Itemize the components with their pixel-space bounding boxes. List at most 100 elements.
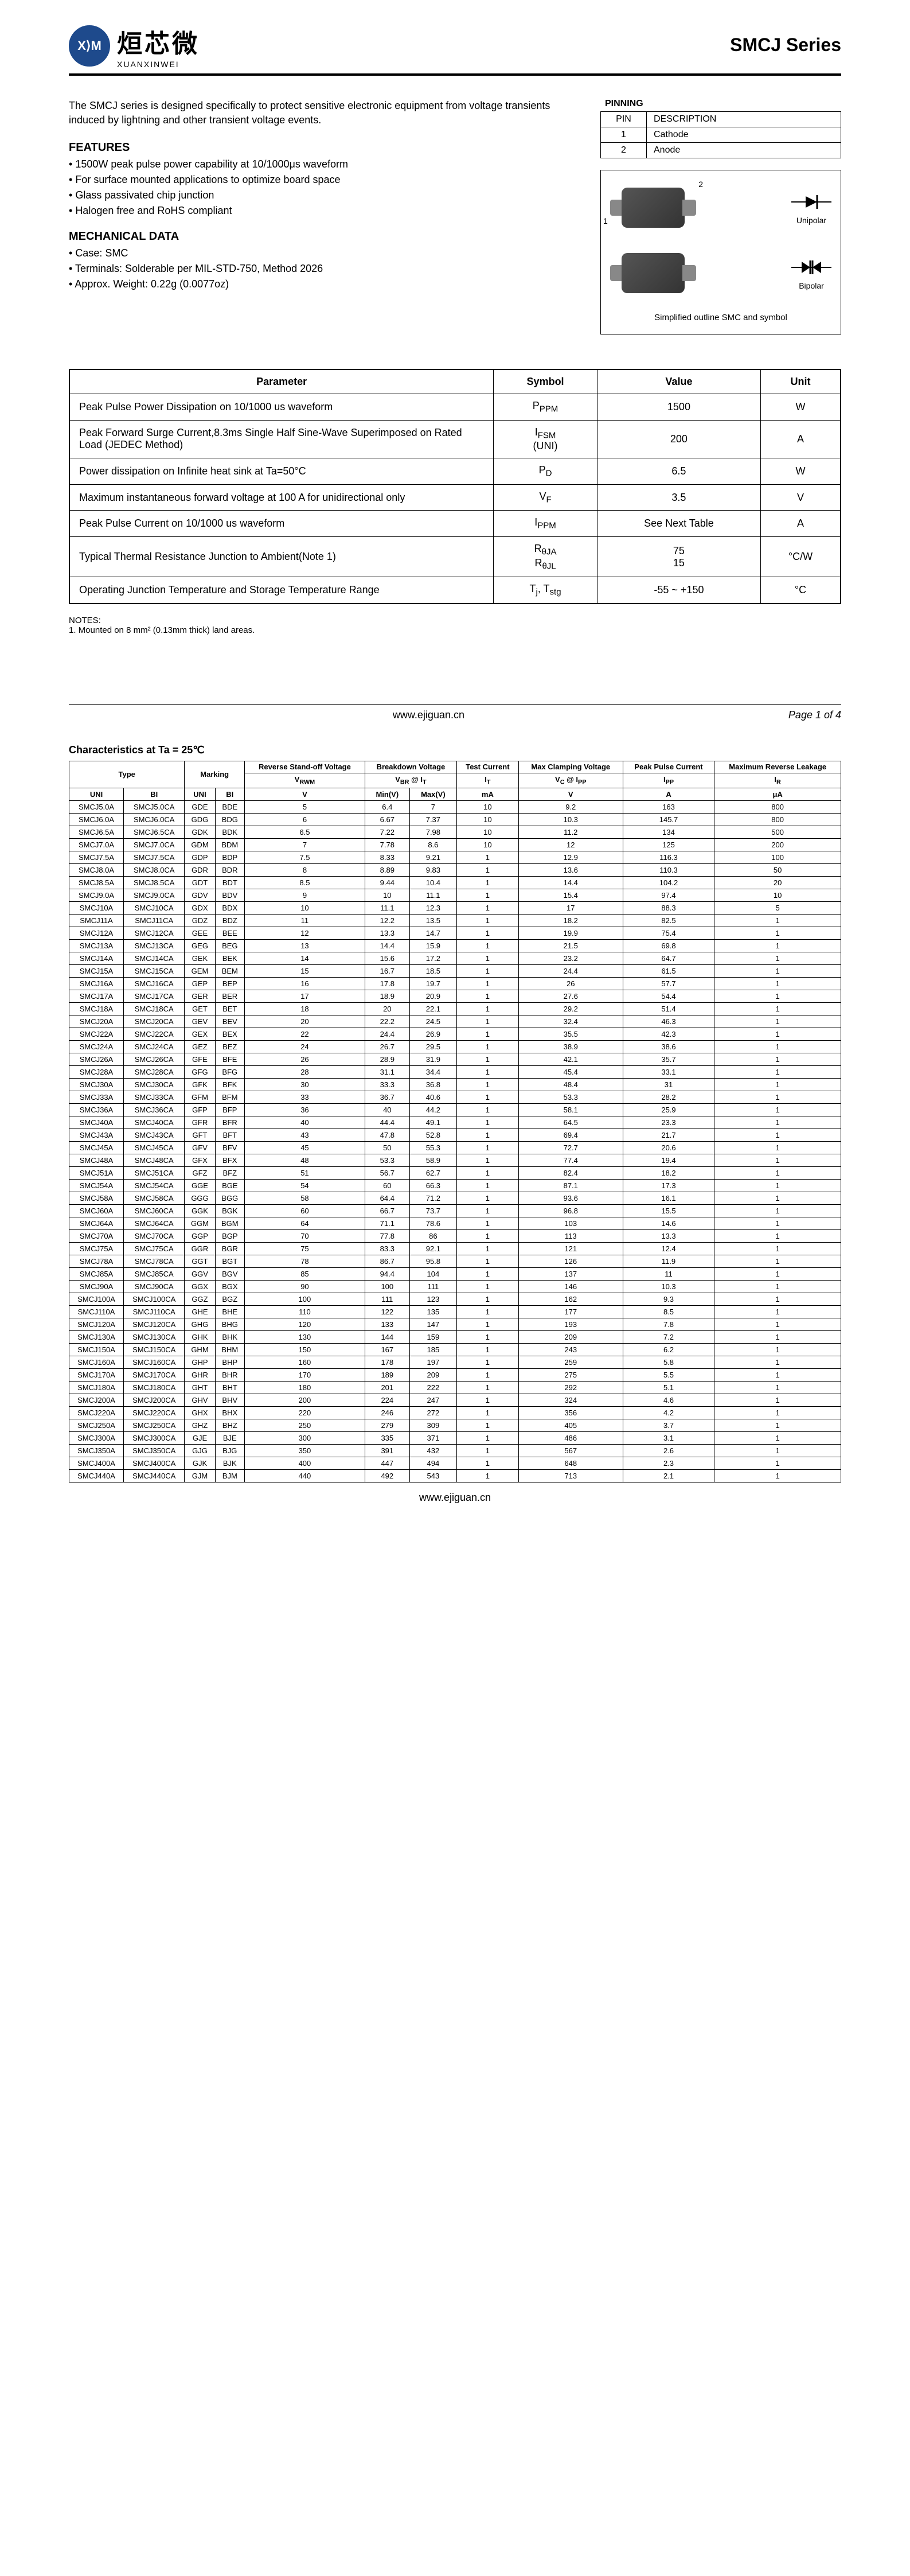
char-cell: 1: [456, 1065, 518, 1078]
char-cell: SMCJ45A: [69, 1141, 124, 1154]
char-cell: 31.1: [365, 1065, 409, 1078]
char-cell: 30: [245, 1078, 365, 1091]
char-cell: 33.1: [623, 1065, 714, 1078]
char-cell: 61.5: [623, 964, 714, 977]
char-cell: 1: [714, 1229, 841, 1242]
char-cell: 1: [714, 1406, 841, 1419]
char-cell: 5.1: [623, 1381, 714, 1394]
char-cell: SMCJ170CA: [124, 1368, 185, 1381]
param-h: Value: [597, 369, 760, 394]
char-cell: GFV: [185, 1141, 215, 1154]
char-cell: BHM: [215, 1343, 244, 1356]
char-cell: 1: [456, 952, 518, 964]
char-cell: 2.3: [623, 1457, 714, 1469]
char-cell: BGP: [215, 1229, 244, 1242]
char-cell: 7: [245, 838, 365, 851]
series-title: SMCJ Series: [730, 34, 841, 56]
char-cell: 1: [456, 1318, 518, 1330]
char-cell: 10.3: [623, 1280, 714, 1293]
char-cell: 178: [365, 1356, 409, 1368]
char-cell: GEG: [185, 939, 215, 952]
char-cell: 648: [518, 1457, 623, 1469]
char-cell: 222: [409, 1381, 456, 1394]
char-cell: 1: [714, 1469, 841, 1482]
param-cell: IPPM: [494, 511, 597, 537]
feature-item: Glass passivated chip junction: [69, 188, 577, 203]
char-cell: 1: [714, 1116, 841, 1129]
char-cell: 34.4: [409, 1065, 456, 1078]
char-cell: 7: [409, 800, 456, 813]
ch-ma: mA: [456, 788, 518, 800]
char-cell: 6.4: [365, 800, 409, 813]
char-cell: 146: [518, 1280, 623, 1293]
char-cell: BFV: [215, 1141, 244, 1154]
char-cell: 133: [365, 1318, 409, 1330]
char-cell: 1: [714, 1343, 841, 1356]
char-cell: 36.8: [409, 1078, 456, 1091]
char-cell: 7.98: [409, 826, 456, 838]
char-cell: 10: [456, 800, 518, 813]
pin-col1: PIN: [601, 112, 647, 127]
char-cell: GGK: [185, 1204, 215, 1217]
char-cell: 51: [245, 1166, 365, 1179]
char-cell: BER: [215, 990, 244, 1002]
char-cell: SMCJ8.5A: [69, 876, 124, 889]
char-cell: SMCJ14A: [69, 952, 124, 964]
char-cell: 10: [365, 889, 409, 901]
char-cell: 10: [456, 838, 518, 851]
char-cell: BEM: [215, 964, 244, 977]
char-cell: 75: [245, 1242, 365, 1255]
char-cell: 85: [245, 1267, 365, 1280]
param-cell: °C/W: [761, 536, 841, 577]
char-cell: 247: [409, 1394, 456, 1406]
char-cell: BHE: [215, 1305, 244, 1318]
pinning-label: PINNING: [600, 99, 841, 109]
char-cell: SMCJ60A: [69, 1204, 124, 1217]
char-cell: BJG: [215, 1444, 244, 1457]
char-cell: GDX: [185, 901, 215, 914]
char-cell: 92.1: [409, 1242, 456, 1255]
char-cell: 2.6: [623, 1444, 714, 1457]
char-cell: 38.9: [518, 1040, 623, 1053]
char-cell: 7.22: [365, 826, 409, 838]
param-cell: VF: [494, 484, 597, 511]
char-cell: 64.4: [365, 1192, 409, 1204]
char-cell: 145.7: [623, 813, 714, 826]
char-cell: 1: [456, 1028, 518, 1040]
char-cell: 94.4: [365, 1267, 409, 1280]
char-cell: 1: [456, 1116, 518, 1129]
char-cell: 69.4: [518, 1129, 623, 1141]
char-cell: 10: [245, 901, 365, 914]
char-cell: 209: [409, 1368, 456, 1381]
char-cell: BHZ: [215, 1419, 244, 1431]
char-cell: 9.2: [518, 800, 623, 813]
char-cell: 77.8: [365, 1229, 409, 1242]
char-cell: 1: [456, 964, 518, 977]
char-cell: SMCJ10CA: [124, 901, 185, 914]
char-cell: 1: [714, 952, 841, 964]
char-cell: 1: [714, 1040, 841, 1053]
ch-ipp: IPP: [623, 773, 714, 788]
param-cell: 1500: [597, 394, 760, 421]
char-cell: 15: [245, 964, 365, 977]
char-cell: 10.4: [409, 876, 456, 889]
char-cell: SMCJ15A: [69, 964, 124, 977]
char-cell: 27.6: [518, 990, 623, 1002]
char-cell: BDG: [215, 813, 244, 826]
char-cell: 8.89: [365, 863, 409, 876]
char-cell: 15.9: [409, 939, 456, 952]
char-cell: SMCJ8.5CA: [124, 876, 185, 889]
char-cell: 134: [623, 826, 714, 838]
char-cell: SMCJ17CA: [124, 990, 185, 1002]
char-cell: 1: [456, 1217, 518, 1229]
char-cell: SMCJ110CA: [124, 1305, 185, 1318]
char-cell: BGR: [215, 1242, 244, 1255]
features-label: FEATURES: [69, 141, 577, 154]
char-cell: SMCJ8.0CA: [124, 863, 185, 876]
char-cell: 400: [245, 1457, 365, 1469]
param-cell: Operating Junction Temperature and Stora…: [69, 577, 494, 604]
ch-ua: μA: [714, 788, 841, 800]
char-cell: 11.1: [365, 901, 409, 914]
char-cell: SMCJ85A: [69, 1267, 124, 1280]
char-cell: 26.9: [409, 1028, 456, 1040]
